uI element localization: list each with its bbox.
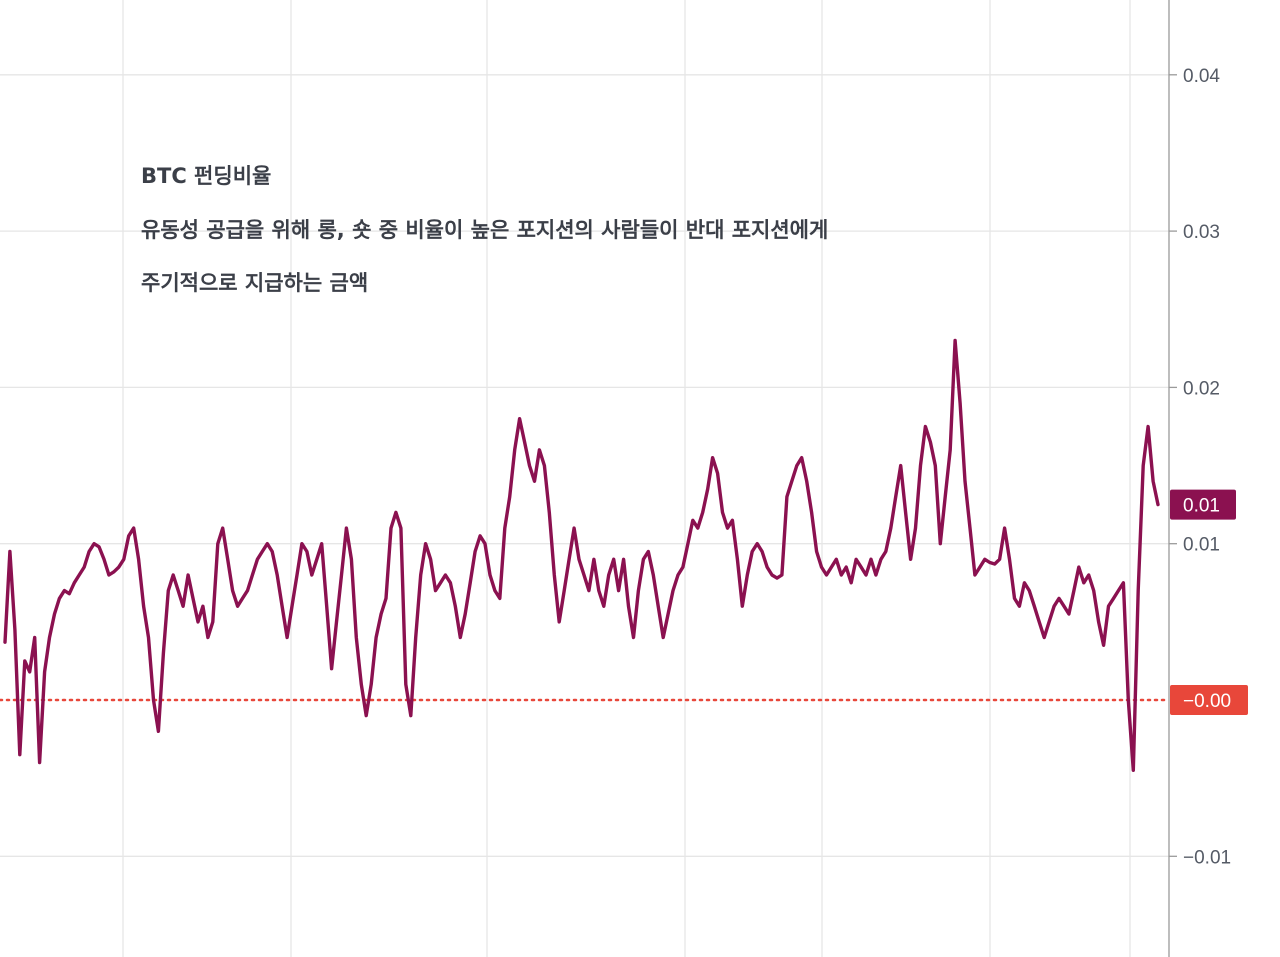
y-axis-ticks: 0.04 0.03 0.02 0.01 −0.01	[1169, 66, 1231, 868]
reference-value-badge-bg	[1170, 685, 1248, 715]
y-tick-label: 0.01	[1183, 535, 1220, 556]
series-line-funding-rate	[3, 338, 1160, 772]
horizontal-gridlines	[0, 74, 1169, 857]
y-tick-label: 0.02	[1183, 378, 1220, 399]
y-tick-label: −0.01	[1183, 847, 1231, 868]
annotation-line-2: 주기적으로 지급하는 금액	[141, 271, 368, 295]
y-tick-label: 0.03	[1183, 222, 1220, 243]
annotation-title: BTC 펀딩비율	[141, 164, 271, 188]
annotation-line-1: 유동성 공급을 위해 롱, 숏 중 비율이 높은 포지션의 사람들이 반대 포지…	[141, 218, 828, 242]
last-value-label: 0.01	[1183, 496, 1220, 517]
reference-value-badge: −0.00	[1170, 685, 1248, 715]
reference-value-label: −0.00	[1183, 691, 1231, 712]
annotation-text: BTC 펀딩비율 유동성 공급을 위해 롱, 숏 중 비율이 높은 포지션의 사…	[141, 164, 828, 295]
last-value-badge: 0.01	[1170, 489, 1236, 520]
y-tick-label: 0.04	[1183, 66, 1220, 87]
last-value-badge-bg	[1170, 489, 1236, 520]
vertical-gridlines	[122, 0, 1131, 957]
